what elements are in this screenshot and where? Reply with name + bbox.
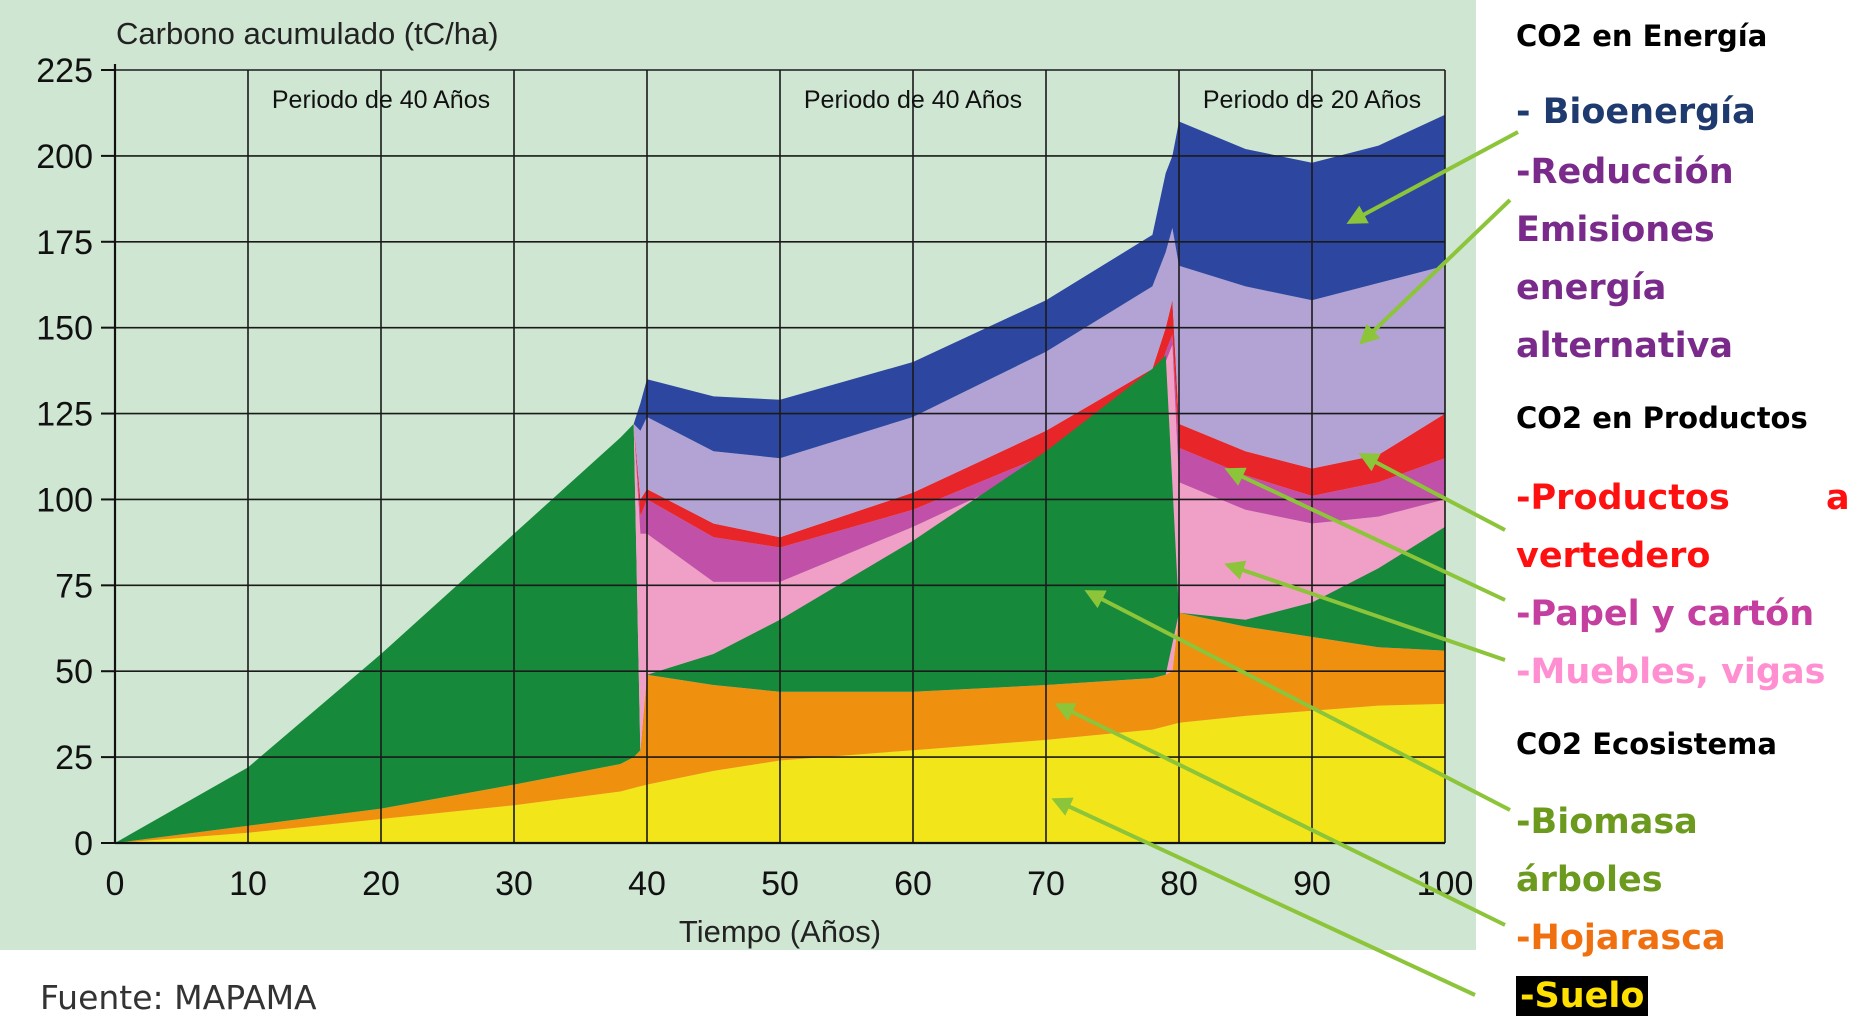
period-label-2: Periodo de 20 Años: [1203, 86, 1421, 114]
x-axis-title: Tiempo (Años): [679, 914, 881, 949]
legend-item-suelo: -Suelo: [1516, 976, 1649, 1016]
chart-panel: Carbono acumulado (tC/ha) Tiempo (Años) …: [0, 0, 1476, 950]
y-tick-label-7: 175: [36, 224, 93, 262]
legend-heading-productos: CO2 en Productos: [1516, 401, 1808, 435]
x-tick-label-1: 10: [229, 865, 267, 903]
x-tick-label-8: 80: [1160, 865, 1198, 903]
legend-panel: CO2 en Energía - Bioenergía -Reducción E…: [1488, 0, 1852, 1020]
stacked-area-chart: Carbono acumulado (tC/ha) Tiempo (Años) …: [36, 16, 1474, 949]
y-tick-label-2: 50: [55, 653, 93, 691]
y-tick-label-6: 150: [36, 310, 93, 348]
period-label-0: Periodo de 40 Años: [272, 86, 490, 114]
x-tick-label-3: 30: [495, 865, 533, 903]
x-tick-label-5: 50: [761, 865, 799, 903]
legend-item-reduccion-line3: energía: [1516, 268, 1667, 308]
x-tick-label-9: 90: [1293, 865, 1331, 903]
legend-item-biomasa-line2: árboles: [1516, 860, 1663, 900]
y-tick-label-1: 25: [55, 739, 93, 777]
legend-item-bioenergia: - Bioenergía: [1516, 92, 1756, 132]
legend-item-hojarasca: -Hojarasca: [1516, 918, 1726, 958]
y-tick-label-0: 0: [74, 825, 93, 863]
legend-heading-energia: CO2 en Energía: [1516, 19, 1768, 53]
y-tick-label-4: 100: [36, 481, 93, 519]
legend-item-vertedero-line1: -Productos: [1516, 478, 1730, 518]
x-tick-label-7: 70: [1027, 865, 1065, 903]
y-axis-title: Carbono acumulado (tC/ha): [116, 16, 499, 51]
x-tick-label-4: 40: [628, 865, 666, 903]
y-tick-label-8: 200: [36, 138, 93, 176]
x-tick-label-6: 60: [894, 865, 932, 903]
x-tick-label-0: 0: [106, 865, 125, 903]
legend-item-vertedero-line2: vertedero: [1516, 536, 1711, 576]
legend-item-reduccion-line4: alternativa: [1516, 326, 1734, 366]
legend-item-reduccion-line2: Emisiones: [1516, 210, 1715, 250]
period-label-1: Periodo de 40 Años: [804, 86, 1022, 114]
legend-item-reduccion-line1: -Reducción: [1516, 152, 1734, 192]
legend-item-biomasa-line1: -Biomasa: [1516, 802, 1698, 842]
x-tick-label-2: 20: [362, 865, 400, 903]
area-series-2: [115, 423, 1445, 843]
y-tick-label-5: 125: [36, 396, 93, 434]
y-tick-label-3: 75: [55, 567, 93, 605]
source-caption: Fuente: MAPAMA: [40, 978, 317, 1017]
y-tick-label-9: 225: [36, 52, 93, 90]
legend-heading-ecosistema: CO2 Ecosistema: [1516, 727, 1777, 761]
area-series-7: [115, 114, 1445, 843]
x-tick-label-10: 100: [1417, 865, 1474, 903]
legend-item-muebles: -Muebles, vigas: [1516, 652, 1826, 692]
legend-item-vertedero-a: a: [1826, 478, 1850, 518]
legend-item-suelo-label: -Suelo: [1516, 976, 1649, 1016]
legend-item-papel: -Papel y cartón: [1516, 594, 1815, 634]
